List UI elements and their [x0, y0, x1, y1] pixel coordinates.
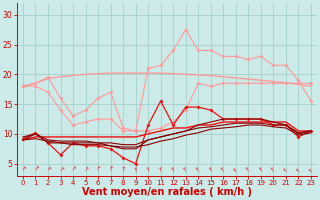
Text: ↑: ↑	[108, 167, 114, 173]
Text: ↑: ↑	[307, 166, 315, 173]
Text: ↑: ↑	[132, 167, 139, 173]
Text: ↑: ↑	[282, 166, 290, 173]
Text: ↑: ↑	[69, 166, 77, 173]
Text: ↑: ↑	[170, 166, 177, 173]
Text: ↑: ↑	[57, 166, 64, 173]
Text: ↑: ↑	[32, 166, 39, 173]
Text: ↑: ↑	[270, 166, 277, 173]
Text: ↑: ↑	[195, 166, 202, 173]
Text: ↑: ↑	[220, 166, 227, 173]
Text: ↑: ↑	[257, 166, 264, 173]
Text: ↑: ↑	[120, 167, 126, 172]
Text: ↑: ↑	[182, 166, 189, 173]
Text: ↑: ↑	[207, 166, 214, 173]
Text: ↑: ↑	[82, 166, 89, 173]
Text: ↑: ↑	[157, 167, 164, 173]
Text: ↑: ↑	[145, 166, 151, 173]
Text: ↑: ↑	[245, 166, 252, 173]
Text: ↑: ↑	[295, 166, 302, 173]
Text: ↑: ↑	[232, 166, 239, 173]
X-axis label: Vent moyen/en rafales ( km/h ): Vent moyen/en rafales ( km/h )	[82, 187, 252, 197]
Text: ↑: ↑	[44, 166, 52, 173]
Text: ↑: ↑	[19, 166, 27, 173]
Text: ↑: ↑	[95, 166, 101, 173]
